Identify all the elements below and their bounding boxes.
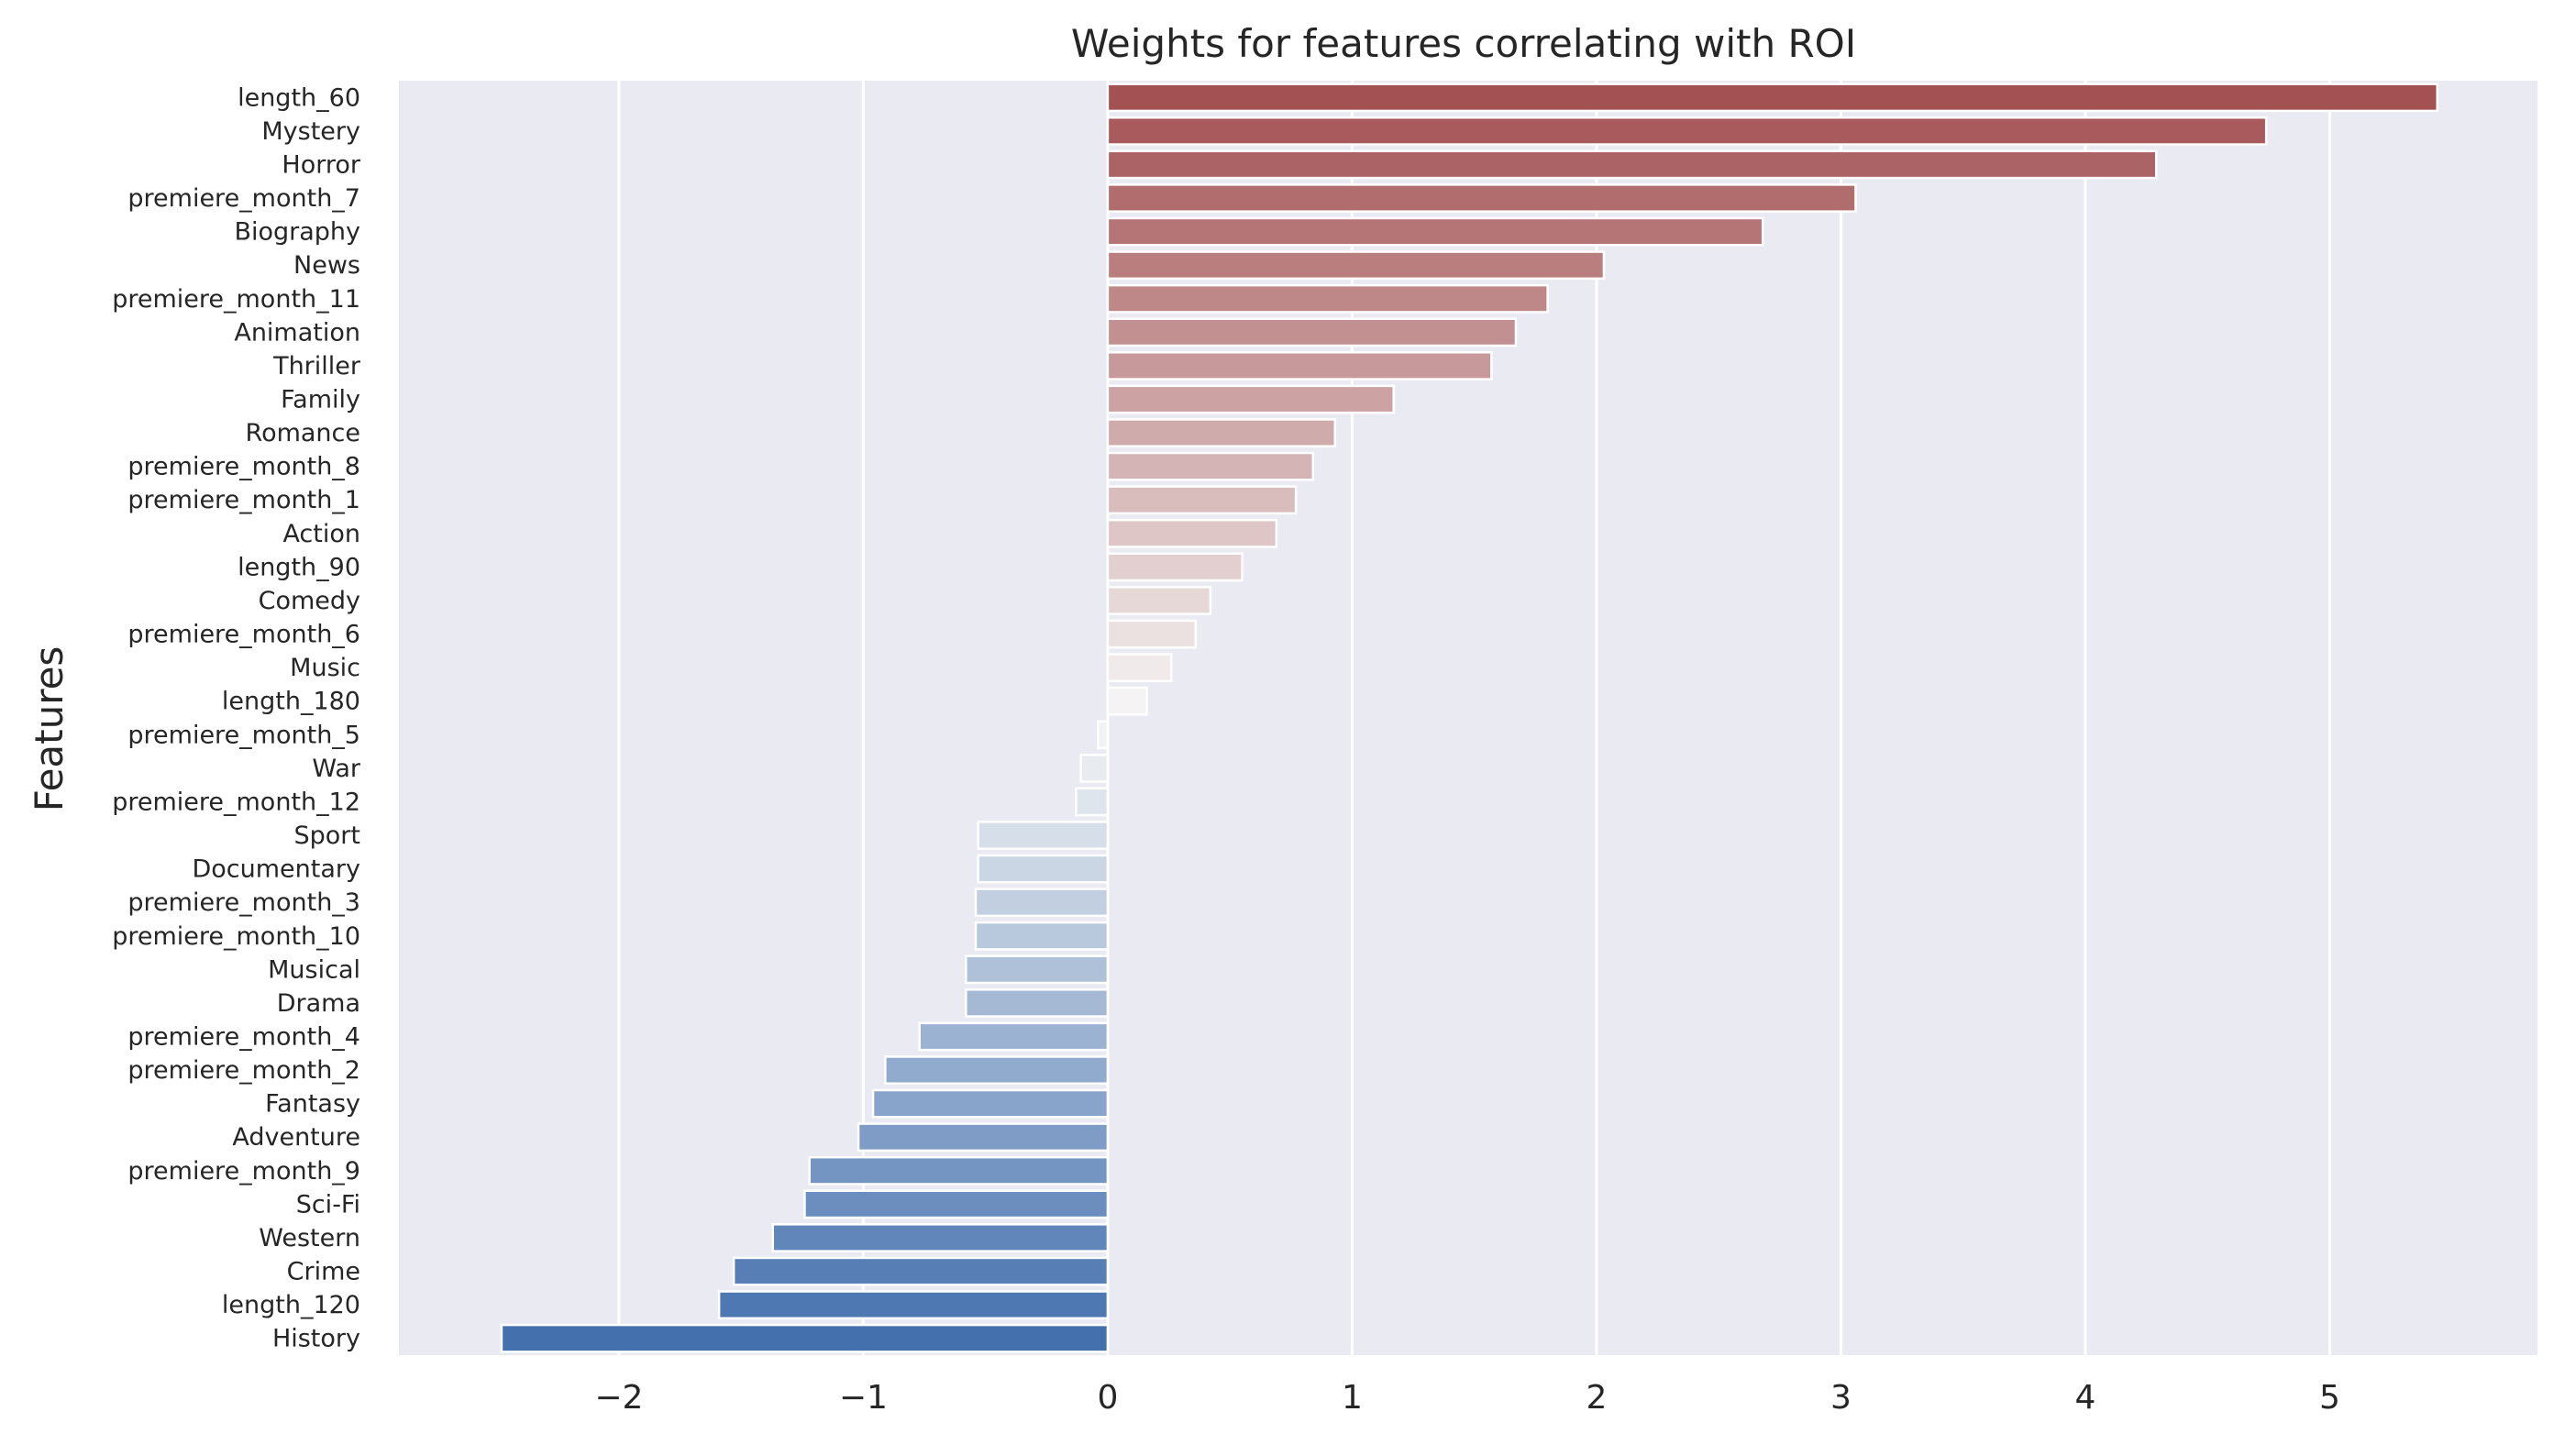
y-tick-label: News [293, 251, 360, 280]
y-tick-label: premiere_month_2 [127, 1056, 360, 1085]
x-tick-label: −1 [839, 1379, 888, 1417]
y-tick-label: Documentary [192, 855, 360, 884]
bar-horror [1106, 149, 2158, 180]
y-tick-label: History [272, 1325, 360, 1353]
y-tick-label: Sport [294, 822, 360, 850]
y-tick-label: Romance [246, 419, 360, 447]
x-tick-label: 4 [2074, 1379, 2095, 1417]
bar-fantasy [871, 1088, 1110, 1119]
y-tick-label: Biography [234, 218, 360, 247]
y-tick-label: Mystery [261, 117, 360, 146]
plot-area: length_60 Mystery Horror premiere_month_7 Bi… [112, 81, 2537, 1417]
y-axis-label: Features [27, 646, 72, 812]
y-tick-label: Crime [287, 1258, 360, 1286]
y-tick-label: length_120 [222, 1291, 360, 1319]
y-tick-label: length_90 [238, 553, 360, 581]
y-tick-label: Adventure [232, 1123, 360, 1152]
y-tick-label: length_60 [238, 83, 360, 112]
bar-premiere-month-12 [1074, 787, 1110, 817]
x-tick-label: 0 [1097, 1379, 1118, 1417]
bar-western [771, 1223, 1110, 1252]
bar-premiere-month-1 [1106, 485, 1298, 515]
y-tick-label: Fantasy [265, 1090, 360, 1119]
bar-length-60 [1106, 83, 2438, 113]
y-tick-label: premiere_month_9 [127, 1157, 360, 1186]
y-tick-label: premiere_month_4 [127, 1023, 360, 1052]
bar-history [500, 1323, 1110, 1353]
y-tick-label: premiere_month_6 [127, 621, 360, 649]
y-tick-label: Comedy [259, 587, 360, 615]
y-tick-label: length_180 [222, 688, 360, 716]
bar-sport [977, 821, 1110, 850]
y-tick-label: Horror [282, 150, 360, 179]
y-tick-label: Family [281, 386, 360, 414]
bar-documentary [977, 854, 1110, 884]
bar-music [1106, 653, 1173, 683]
y-tick-label: premiere_month_11 [112, 285, 360, 314]
bar-premiere-month-5 [1096, 720, 1110, 750]
bar-premiere-month-10 [974, 921, 1110, 951]
bar-mystery [1106, 116, 2268, 146]
bar-family [1106, 384, 1395, 414]
bar-premiere-month-2 [884, 1055, 1110, 1085]
bar-sci-fi [803, 1189, 1110, 1219]
y-tick-label: premiere_month_10 [112, 922, 360, 951]
bar-thriller [1106, 351, 1493, 381]
bar-length-90 [1106, 552, 1244, 582]
bar-crime [732, 1256, 1110, 1286]
y-tick-label: premiere_month_8 [127, 453, 360, 481]
y-tick-label: Action [282, 520, 360, 548]
y-tick-label: Drama [277, 989, 360, 1018]
x-tick-label: 3 [1830, 1379, 1852, 1417]
chart-title: Weights for features correlating with RO… [1071, 21, 1856, 66]
bar-premiere-month-3 [974, 888, 1110, 918]
bar-action [1106, 518, 1278, 548]
bar-length-180 [1106, 686, 1148, 716]
y-tick-label: Thriller [272, 352, 361, 381]
bar-adventure [857, 1122, 1110, 1153]
bar-premiere-month-11 [1106, 283, 1549, 314]
bar-premiere-month-7 [1106, 183, 1857, 213]
y-tick-label: premiere_month_7 [127, 184, 360, 213]
bar-premiere-month-4 [918, 1021, 1110, 1052]
x-tick-label: 1 [1342, 1379, 1363, 1417]
bar-romance [1106, 418, 1336, 447]
x-tick-label: −2 [594, 1379, 643, 1417]
bar-news [1106, 250, 1606, 281]
bar-premiere-month-9 [808, 1155, 1110, 1186]
x-tick-label: 2 [1586, 1379, 1607, 1417]
bar-length-120 [717, 1290, 1110, 1320]
bar-comedy [1106, 586, 1212, 615]
bar-biography [1106, 216, 1764, 247]
y-tick-label: premiere_month_1 [127, 486, 360, 514]
bar-drama [965, 988, 1110, 1018]
bar-war [1079, 753, 1110, 783]
y-tick-label: premiere_month_12 [112, 788, 360, 816]
x-tick-label: 5 [2319, 1379, 2340, 1417]
y-tick-label: Western [259, 1224, 360, 1252]
y-tick-label: premiere_month_5 [127, 721, 360, 749]
bar-premiere-month-6 [1106, 619, 1198, 649]
y-tick-label: War [312, 755, 361, 783]
bar-animation [1106, 317, 1518, 347]
y-tick-label: Music [290, 654, 360, 682]
y-tick-label: Sci-Fi [296, 1190, 360, 1219]
y-tick-label: Animation [234, 318, 360, 347]
y-tick-label: premiere_month_3 [127, 888, 360, 917]
bar-musical [965, 954, 1110, 985]
y-tick-label: Musical [268, 955, 360, 984]
bar-premiere-month-8 [1106, 451, 1315, 481]
